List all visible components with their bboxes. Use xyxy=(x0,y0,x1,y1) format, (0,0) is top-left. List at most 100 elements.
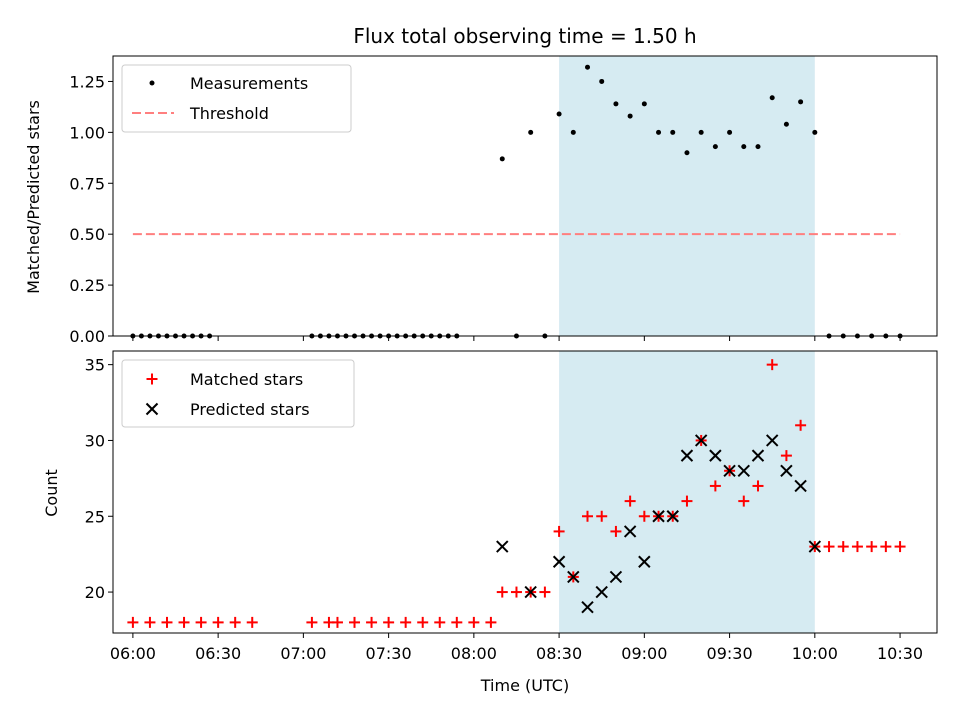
count-ytick-label: 30 xyxy=(85,431,105,450)
predicted-star-point xyxy=(609,570,623,584)
matched-star-point xyxy=(780,450,792,462)
ratio-ytick-label: 0.00 xyxy=(69,327,105,346)
count-ytick-label: 35 xyxy=(85,356,105,375)
predicted-star-point xyxy=(638,555,651,568)
measurement-point xyxy=(698,129,704,135)
matched-star-point xyxy=(510,586,522,598)
legend-measurements-label: Measurements xyxy=(190,74,308,93)
count-y-axis-label: Count xyxy=(42,469,61,517)
matched-star-point xyxy=(383,616,395,628)
predicted-star-point xyxy=(581,601,594,614)
matched-star-point xyxy=(366,616,378,628)
predicted-star-point xyxy=(567,570,580,584)
time-xtick-label: 09:00 xyxy=(621,644,667,663)
matched-star-point xyxy=(161,616,173,628)
matched-star-point xyxy=(127,616,139,628)
predicted-star-point xyxy=(723,464,736,477)
observing-window-top xyxy=(559,56,815,336)
matched-star-point xyxy=(638,510,650,522)
matched-star-point xyxy=(596,510,608,522)
time-xtick-label: 10:00 xyxy=(792,644,838,663)
legend-predicted-symbol xyxy=(145,402,159,416)
matched-star-point xyxy=(195,616,207,628)
matched-star-point xyxy=(144,616,156,628)
matched-star-point xyxy=(610,525,622,537)
ratio-y-axis-label: Matched/Predicted stars xyxy=(24,100,43,294)
matched-star-point xyxy=(795,419,807,431)
count-ytick-label: 20 xyxy=(85,583,105,602)
measurement-point xyxy=(528,129,534,135)
legend-threshold-label: Threshold xyxy=(189,104,269,123)
measurement-point xyxy=(783,121,789,127)
predicted-star-point xyxy=(737,464,750,477)
matched-star-point xyxy=(400,616,412,628)
predicted-star-point xyxy=(780,464,793,477)
predicted-star-point xyxy=(652,510,665,523)
measurement-point xyxy=(684,150,690,156)
matched-star-point xyxy=(496,586,508,598)
measurement-point xyxy=(741,144,747,150)
matched-star-point xyxy=(837,541,849,553)
matched-star-point xyxy=(894,541,906,553)
measurement-point xyxy=(627,113,633,119)
ratio-plot-frame xyxy=(112,55,938,337)
ratio-ytick-label: 1.25 xyxy=(69,72,105,91)
time-xtick-label: 06:00 xyxy=(110,644,156,663)
chart-title: Flux total observing time = 1.50 h xyxy=(353,24,696,48)
predicted-star-point xyxy=(623,525,637,538)
predicted-star-point xyxy=(552,555,566,568)
matched-star-point xyxy=(766,359,778,371)
matched-star-point xyxy=(229,616,241,628)
matched-star-point xyxy=(823,541,835,553)
matched-star-point xyxy=(851,541,863,553)
matched-star-point xyxy=(738,495,750,507)
matched-star-point xyxy=(246,616,258,628)
predicted-star-point xyxy=(751,449,765,462)
measurement-point xyxy=(656,129,662,135)
time-xtick-label: 08:00 xyxy=(451,644,497,663)
matched-star-point xyxy=(553,525,565,537)
measurement-point xyxy=(499,156,505,162)
predicted-star-point xyxy=(595,585,608,599)
measurement-point xyxy=(812,129,818,135)
time-xtick-label: 08:30 xyxy=(536,644,582,663)
time-xtick-label: 10:30 xyxy=(877,644,923,663)
count-legend: Matched stars Predicted stars xyxy=(121,359,355,428)
measurement-point xyxy=(769,95,775,101)
measurement-point xyxy=(556,111,562,117)
measurement-point xyxy=(613,101,619,107)
predicted-star-point xyxy=(765,434,779,447)
time-x-axis-label: Time (UTC) xyxy=(480,676,569,695)
predicted-star-point xyxy=(680,449,694,462)
ratio-legend: Measurements Threshold xyxy=(121,64,352,133)
measurement-point xyxy=(798,99,804,105)
legend-measurements-marker xyxy=(149,80,155,86)
ratio-ytick-label: 1.00 xyxy=(69,123,105,142)
ratio-ytick-label: 0.25 xyxy=(69,276,105,295)
count-plot-frame xyxy=(112,350,938,634)
observing-window-bottom xyxy=(559,351,815,633)
measurement-point xyxy=(599,78,605,84)
legend-matched-label: Matched stars xyxy=(190,370,303,389)
ratio-ytick-label: 0.50 xyxy=(69,225,105,244)
predicted-star-point xyxy=(709,449,722,462)
legend-predicted-marker xyxy=(145,402,159,416)
matched-star-point xyxy=(880,541,892,553)
matched-star-point xyxy=(349,616,361,628)
matched-star-point xyxy=(681,495,693,507)
count-ytick-label: 25 xyxy=(85,507,105,526)
matched-star-point xyxy=(451,616,463,628)
measurement-point xyxy=(755,144,761,150)
ratio-ytick-label: 0.75 xyxy=(69,174,105,193)
matched-star-point xyxy=(434,616,446,628)
measurement-point xyxy=(727,129,733,135)
legend-predicted-label: Predicted stars xyxy=(190,400,310,419)
matched-star-point xyxy=(582,510,594,522)
measurement-point xyxy=(570,129,576,135)
measurement-point xyxy=(585,64,591,70)
time-xtick-label: 07:00 xyxy=(280,644,326,663)
matched-star-point xyxy=(417,616,429,628)
ratio-panel: 0.00 0.25 0.50 0.75 1.00 1.25 Flux total obse… xyxy=(24,24,938,346)
matched-star-point xyxy=(539,586,551,598)
